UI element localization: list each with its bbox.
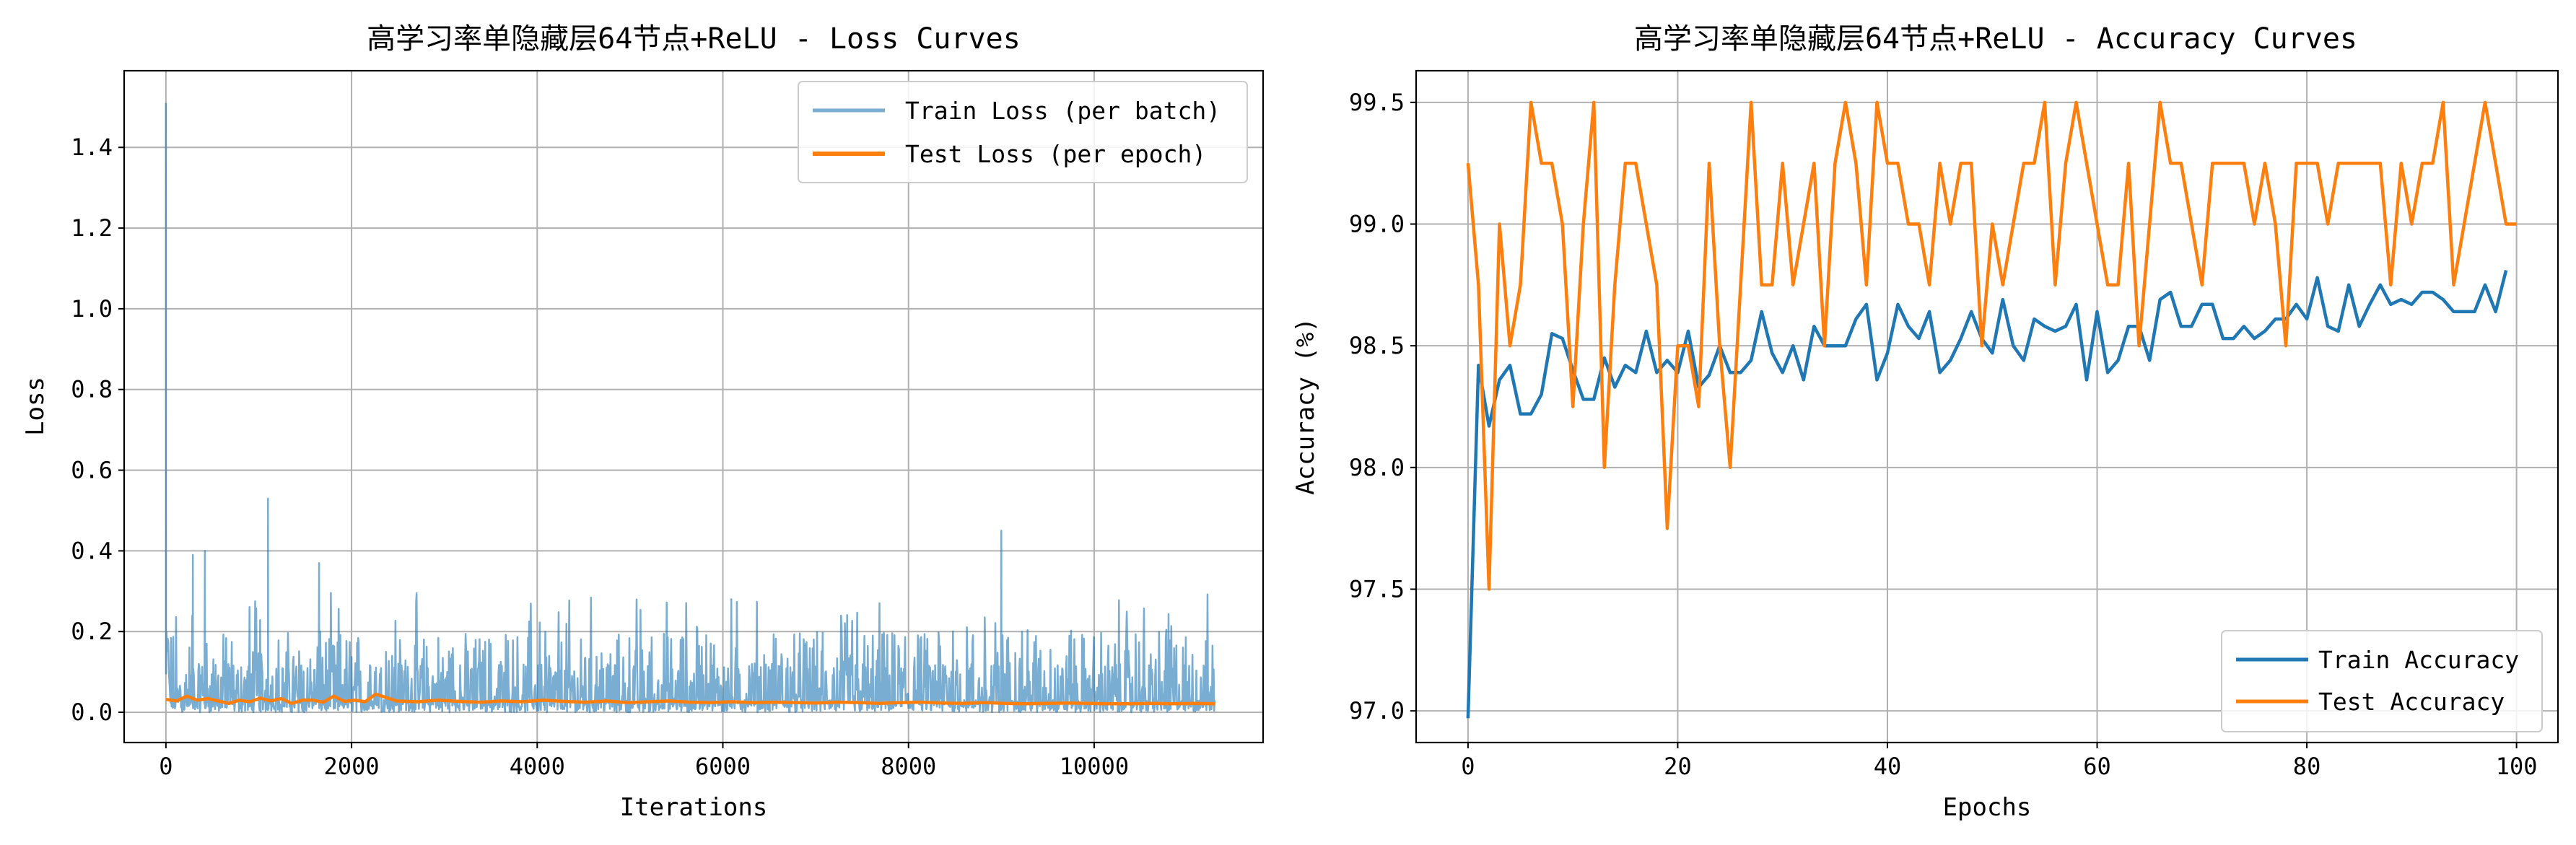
loss-xtick-label: 0 [159,753,173,780]
loss-chart-title: 高学习率单隐藏层64节点+ReLU - Loss Curves [367,22,1021,56]
accuracy-xtick-label: 100 [2496,753,2538,780]
accuracy-ytick-label: 97.0 [1349,697,1405,724]
loss-chart-grid [124,71,1263,743]
accuracy-ytick-label: 99.5 [1349,89,1405,116]
loss-chart-series [165,102,1216,714]
accuracy-legend-box [2221,630,2543,732]
loss-ytick-label: 0.8 [71,376,113,403]
loss-xtick-label: 4000 [510,753,565,780]
accuracy-chart-series [1466,100,2517,719]
loss-chart-legend: Train Loss (per batch) Test Loss (per ep… [798,81,1248,183]
accuracy-chart-frame [1415,69,2559,744]
accuracy-xtick-label: 80 [2293,753,2321,780]
accuracy-chart-legend: Train Accuracy Test Accuracy [2221,630,2543,732]
loss-ytick-label: 0.2 [71,618,113,645]
accuracy-xtick-label: 20 [1664,753,1692,780]
loss-xtick-label: 10000 [1060,753,1129,780]
loss-ytick-label: 1.0 [71,295,113,323]
accuracy-chart: 高学习率单隐藏层64节点+ReLU - Accuracy Curves 0 20 4… [1291,22,2559,822]
accuracy-series-line-2 [1466,100,2517,591]
accuracy-chart-ticks: 0 20 40 60 80 100 97.0 97.5 98.0 98.5 99.0 99.5 [1349,89,2538,780]
accuracy-xtick-label: 0 [1461,753,1475,780]
accuracy-chart-ylabel: Accuracy (%) [1291,318,1320,495]
loss-ytick-label: 1.2 [71,214,113,242]
accuracy-ytick-label: 98.0 [1349,454,1405,481]
loss-xtick-label: 8000 [881,753,936,780]
loss-chart: 高学习率单隐藏层64节点+ReLU - Loss Curves 0 2000 400… [21,22,1265,822]
accuracy-legend-label-test: Test Accuracy [2318,688,2505,716]
accuracy-chart-title: 高学习率单隐藏层64节点+ReLU - Accuracy Curves [1634,22,2357,56]
loss-legend-label-train: Train Loss (per batch) [905,97,1221,125]
accuracy-ytick-label: 99.0 [1349,211,1405,238]
loss-ytick-label: 0.6 [71,457,113,484]
loss-series-line-2 [165,692,1215,706]
loss-xtick-label: 6000 [695,753,751,780]
loss-chart-xlabel: Iterations [620,793,768,822]
loss-chart-frame [123,69,1265,744]
accuracy-legend-label-train: Train Accuracy [2318,646,2519,674]
accuracy-ytick-label: 98.5 [1349,332,1405,359]
loss-chart-ylabel: Loss [21,377,50,436]
accuracy-chart-xlabel: Epochs [1943,793,2032,822]
loss-legend-label-test: Test Loss (per epoch) [905,140,1206,168]
accuracy-ytick-label: 97.5 [1349,575,1405,603]
loss-legend-box [798,81,1248,183]
loss-ytick-label: 0.4 [71,537,113,564]
accuracy-xtick-label: 60 [2083,753,2111,780]
accuracy-xtick-label: 40 [1874,753,1902,780]
loss-ytick-label: 1.4 [71,133,113,161]
accuracy-series-line-1 [1466,270,2508,719]
loss-chart-ticks: 0 2000 4000 6000 8000 10000 0.0 0.2 0.4 0.6 0.8 1.0… [71,133,1129,780]
loss-ytick-label: 0.0 [71,699,113,726]
loss-xtick-label: 2000 [324,753,380,780]
